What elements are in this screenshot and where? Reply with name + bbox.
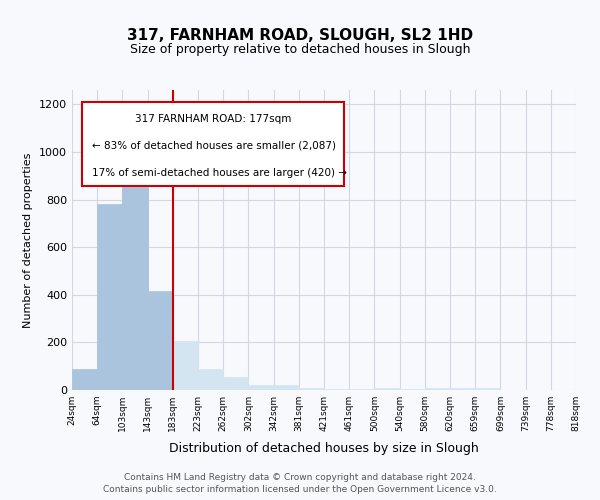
- Bar: [223, 377, 248, 390]
- Bar: [475, 388, 500, 390]
- Bar: [173, 341, 198, 390]
- Text: ← 83% of detached houses are smaller (2,087): ← 83% of detached houses are smaller (2,…: [92, 141, 336, 151]
- Text: 317, FARNHAM ROAD, SLOUGH, SL2 1HD: 317, FARNHAM ROAD, SLOUGH, SL2 1HD: [127, 28, 473, 42]
- Bar: [122, 185, 148, 390]
- Text: 317 FARNHAM ROAD: 177sqm: 317 FARNHAM ROAD: 177sqm: [135, 114, 292, 124]
- Text: Contains HM Land Registry data © Crown copyright and database right 2024.: Contains HM Land Registry data © Crown c…: [124, 472, 476, 482]
- Bar: [349, 389, 374, 390]
- Text: Size of property relative to detached houses in Slough: Size of property relative to detached ho…: [130, 42, 470, 56]
- X-axis label: Distribution of detached houses by size in Slough: Distribution of detached houses by size …: [169, 442, 479, 456]
- Bar: [72, 368, 97, 390]
- Y-axis label: Number of detached properties: Number of detached properties: [23, 152, 34, 328]
- Bar: [274, 385, 299, 390]
- Text: 17% of semi-detached houses are larger (420) →: 17% of semi-detached houses are larger (…: [92, 168, 347, 178]
- Bar: [97, 204, 122, 390]
- Bar: [374, 388, 400, 390]
- Bar: [425, 388, 450, 390]
- Text: Contains public sector information licensed under the Open Government Licence v3: Contains public sector information licen…: [103, 485, 497, 494]
- Bar: [198, 368, 223, 390]
- FancyBboxPatch shape: [82, 102, 344, 186]
- Bar: [324, 389, 349, 390]
- Bar: [148, 291, 173, 390]
- Bar: [400, 389, 425, 390]
- Bar: [248, 385, 274, 390]
- Bar: [450, 388, 475, 390]
- Bar: [299, 388, 324, 390]
